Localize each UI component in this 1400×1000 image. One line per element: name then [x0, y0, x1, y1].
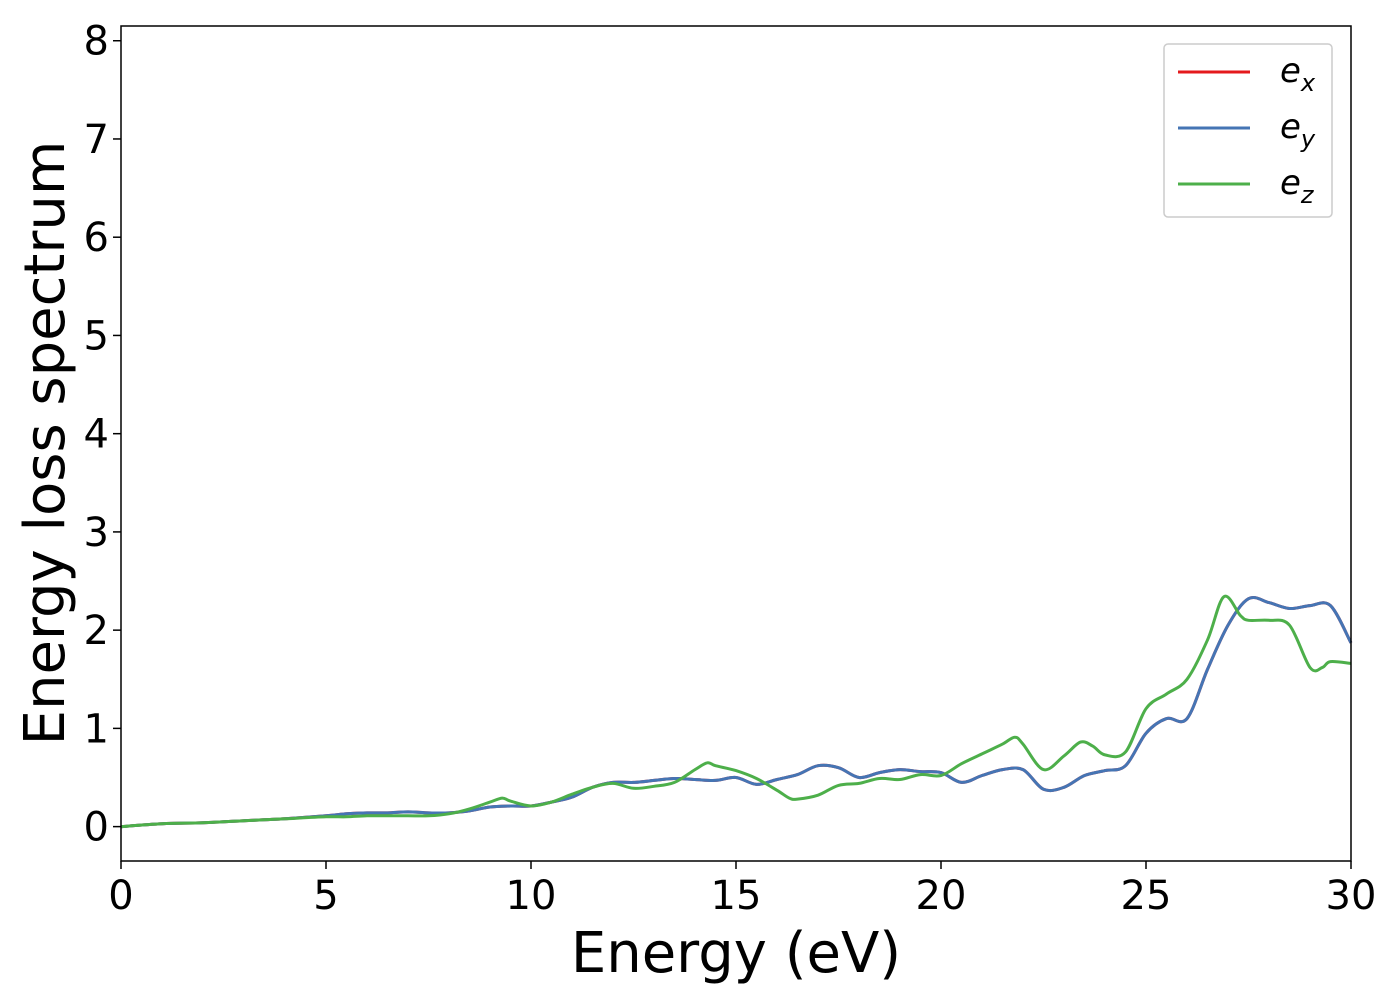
y-tick-label: 7 [84, 117, 109, 163]
x-tick-label: 5 [313, 873, 338, 919]
legend-label-ey: ey [1280, 107, 1316, 153]
x-tick-label: 25 [1121, 873, 1172, 919]
series-line-ey [120, 595, 1353, 829]
legend: ex ey ez [1163, 43, 1333, 218]
series-layer [120, 594, 1353, 829]
legend-label-ex: ex [1280, 51, 1316, 97]
y-tick-label: 2 [84, 608, 109, 654]
x-tick-label: 10 [506, 873, 557, 919]
y-tick-label: 8 [84, 19, 109, 65]
y-axis-ticks: 0 1 2 3 4 5 6 7 8 [84, 19, 121, 851]
x-tick-label: 30 [1326, 873, 1377, 919]
x-axis-label: Energy (eV) [571, 921, 901, 986]
x-tick-label: 0 [108, 873, 133, 919]
legend-box [1163, 43, 1333, 218]
y-axis-label: Energy loss spectrum [13, 141, 78, 746]
legend-label-ez: ez [1280, 163, 1315, 209]
x-axis-ticks: 0 5 10 15 20 25 30 [108, 861, 1376, 919]
y-tick-label: 3 [84, 510, 109, 556]
y-tick-label: 6 [84, 215, 109, 261]
y-tick-label: 4 [84, 412, 109, 458]
series-line-ez [120, 594, 1352, 829]
y-tick-label: 0 [84, 805, 109, 851]
y-tick-label: 1 [84, 706, 109, 752]
x-tick-label: 20 [916, 873, 967, 919]
series-line-ex [120, 595, 1353, 829]
y-tick-label: 5 [84, 313, 109, 359]
x-tick-label: 15 [711, 873, 762, 919]
